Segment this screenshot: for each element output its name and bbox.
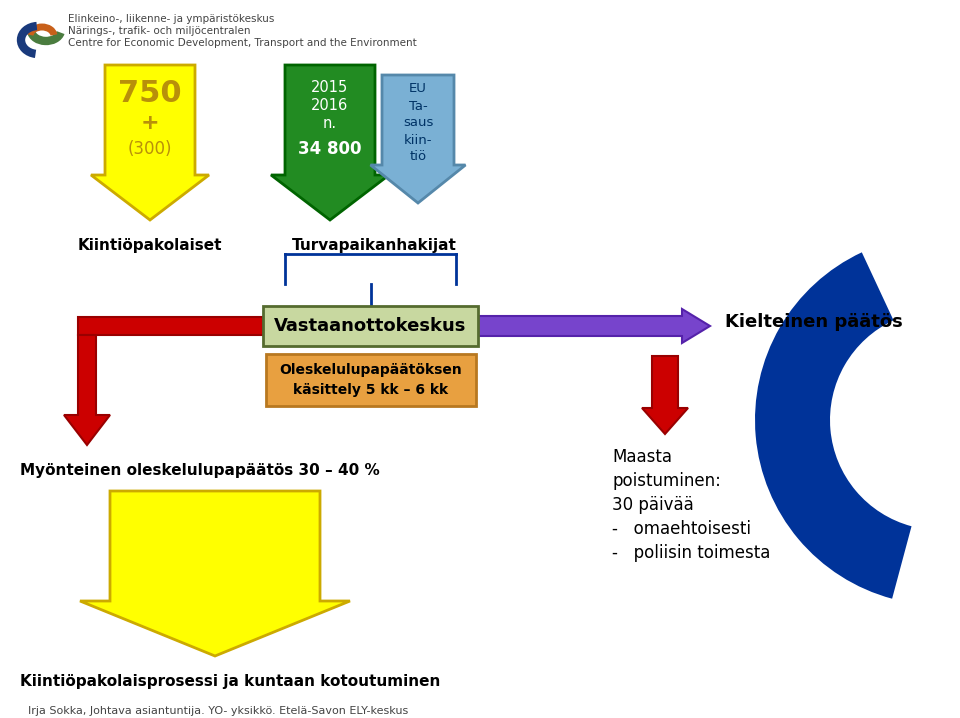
Text: 2015: 2015 xyxy=(311,80,348,95)
Text: EU: EU xyxy=(409,83,427,95)
Text: poistuminen:: poistuminen: xyxy=(612,472,721,490)
Text: Myönteinen oleskelulupapäätös 30 – 40 %: Myönteinen oleskelulupapäätös 30 – 40 % xyxy=(20,463,380,478)
Text: 34 800: 34 800 xyxy=(299,140,362,158)
Text: n.: n. xyxy=(323,116,337,131)
Polygon shape xyxy=(80,491,350,656)
Text: Turvapaikanhakijat: Turvapaikanhakijat xyxy=(292,238,456,253)
Text: -   omaehtoisesti: - omaehtoisesti xyxy=(612,520,751,538)
FancyBboxPatch shape xyxy=(263,306,478,346)
Text: kiin-: kiin- xyxy=(404,134,432,146)
Text: tiö: tiö xyxy=(409,151,426,164)
Text: Oleskelulupapäätöksen: Oleskelulupapäätöksen xyxy=(279,363,462,377)
Polygon shape xyxy=(271,65,389,220)
Text: 2016: 2016 xyxy=(311,98,348,113)
Text: Irja Sokka, Johtava asiantuntija. YO- yksikkö. Etelä-Savon ELY-keskus: Irja Sokka, Johtava asiantuntija. YO- yk… xyxy=(28,706,408,716)
Wedge shape xyxy=(755,252,912,599)
Text: 30 päivää: 30 päivää xyxy=(612,496,694,514)
Text: käsittely 5 kk – 6 kk: käsittely 5 kk – 6 kk xyxy=(293,383,448,397)
Polygon shape xyxy=(78,317,263,335)
Text: Kielteinen päätös: Kielteinen päätös xyxy=(725,313,902,331)
Polygon shape xyxy=(642,356,688,434)
Text: Elinkeino-, liikenne- ja ympäristökeskus: Elinkeino-, liikenne- ja ympäristökeskus xyxy=(68,14,275,24)
Polygon shape xyxy=(478,309,710,343)
Text: +: + xyxy=(141,113,159,133)
FancyBboxPatch shape xyxy=(266,354,475,406)
Polygon shape xyxy=(91,65,209,220)
Text: Vastaanottokeskus: Vastaanottokeskus xyxy=(275,317,467,335)
Text: Centre for Economic Development, Transport and the Environment: Centre for Economic Development, Transpo… xyxy=(68,38,417,48)
Text: Kiintiöpakolaiset: Kiintiöpakolaiset xyxy=(78,238,223,253)
Text: Närings-, trafik- och miljöcentralen: Närings-, trafik- och miljöcentralen xyxy=(68,26,251,36)
Text: Kiintiöpakolaisprosessi ja kuntaan kotoutuminen: Kiintiöpakolaisprosessi ja kuntaan kotou… xyxy=(20,674,441,689)
Text: 750: 750 xyxy=(118,78,181,108)
Text: (300): (300) xyxy=(128,140,172,158)
Polygon shape xyxy=(64,335,110,445)
Text: Ta-: Ta- xyxy=(409,100,427,113)
Text: -   poliisin toimesta: - poliisin toimesta xyxy=(612,544,770,562)
Text: Maasta: Maasta xyxy=(612,448,672,466)
Text: saus: saus xyxy=(403,116,433,129)
Polygon shape xyxy=(371,75,466,203)
